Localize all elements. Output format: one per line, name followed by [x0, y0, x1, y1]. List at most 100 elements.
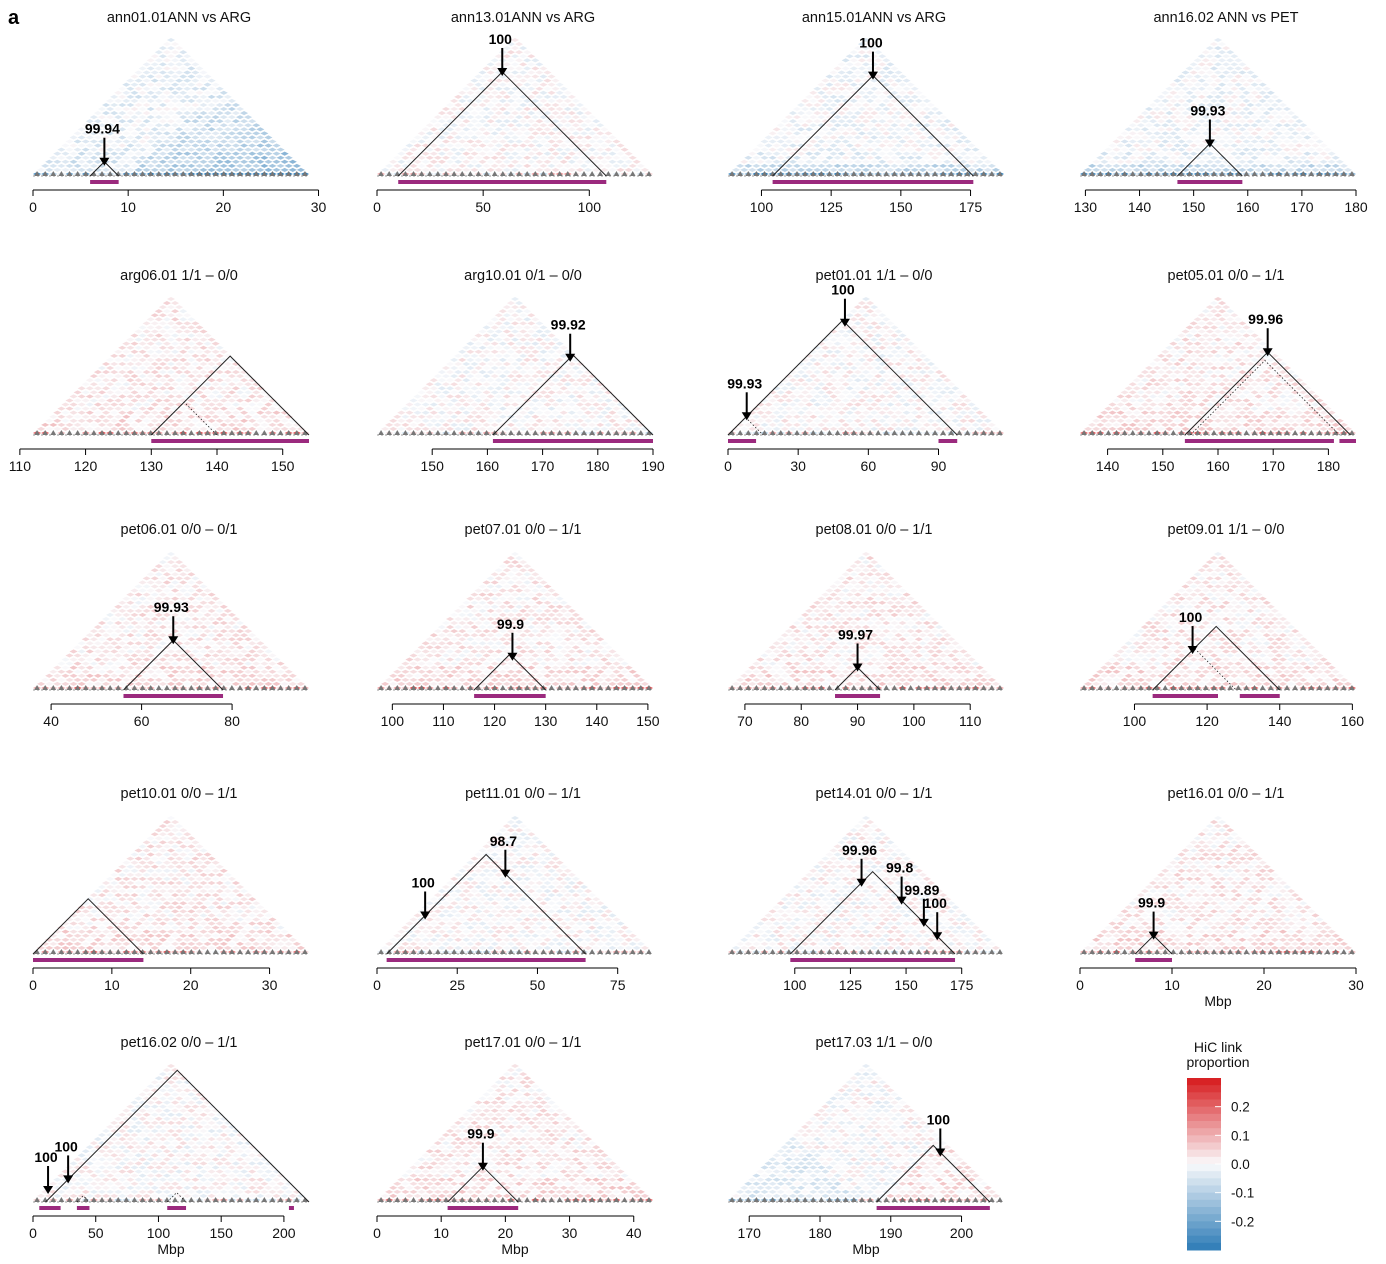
base-marker: [1227, 949, 1234, 954]
base-marker: [802, 171, 808, 176]
x-tick-label: 170: [1262, 458, 1286, 474]
x-tick-label: 0: [373, 199, 381, 215]
base-marker: [386, 685, 393, 690]
chart-panel: pet16.01 0/0 – 1/1 0 10 20 30 Mbp 99.9: [1076, 786, 1364, 1009]
base-marker: [850, 1197, 857, 1202]
base-marker: [82, 430, 89, 435]
base-marker: [50, 171, 57, 176]
base-marker: [556, 171, 563, 176]
base-marker: [629, 949, 636, 954]
x-tick-label: 160: [1341, 713, 1365, 729]
base-marker: [115, 430, 122, 435]
base-marker: [834, 1197, 841, 1202]
base-marker: [786, 171, 792, 176]
base-marker: [875, 949, 882, 954]
base-marker: [229, 1197, 235, 1202]
base-marker: [777, 171, 784, 176]
base-marker: [573, 1197, 579, 1202]
base-marker: [164, 685, 170, 690]
x-tick-label: 60: [134, 713, 150, 729]
region-triangle: [45, 1069, 310, 1203]
base-marker: [629, 1197, 636, 1202]
base-marker: [761, 430, 768, 435]
annotation-arrowhead: [1187, 646, 1198, 655]
base-marker: [99, 430, 105, 435]
base-marker: [302, 949, 308, 954]
panel-title: pet11.01 0/0 – 1/1: [465, 786, 581, 802]
base-marker: [245, 430, 251, 435]
region-bar: [398, 180, 607, 184]
base-marker: [794, 171, 800, 176]
base-marker: [269, 171, 276, 176]
base-marker: [1292, 171, 1298, 176]
base-marker: [597, 1197, 604, 1202]
base-marker: [435, 1197, 441, 1202]
annotation-arrowhead: [918, 918, 929, 927]
base-marker: [794, 430, 800, 435]
base-marker: [597, 685, 604, 690]
base-marker: [1138, 171, 1144, 176]
annotation-arrowhead: [565, 353, 576, 362]
base-marker: [915, 685, 922, 690]
base-marker: [123, 949, 130, 954]
base-marker: [66, 949, 73, 954]
base-marker: [302, 685, 308, 690]
base-marker: [394, 430, 401, 435]
base-marker: [1105, 949, 1112, 954]
base-marker: [483, 685, 490, 690]
base-marker: [1170, 685, 1177, 690]
base-marker: [107, 171, 113, 176]
base-marker: [516, 685, 522, 690]
base-marker: [1267, 430, 1274, 435]
x-tick-label: 0: [1076, 977, 1084, 993]
x-tick-label: 60: [861, 458, 877, 474]
base-marker: [859, 430, 865, 435]
base-marker: [378, 1197, 384, 1202]
base-marker: [293, 949, 300, 954]
base-marker: [82, 1197, 89, 1202]
annotation-label: 100: [927, 1111, 951, 1127]
base-marker: [1081, 171, 1087, 176]
annotation-arrowhead: [497, 67, 508, 76]
x-tick-label: 180: [808, 1225, 832, 1241]
base-marker: [42, 685, 49, 690]
base-marker: [1146, 171, 1152, 176]
base-marker: [1316, 949, 1323, 954]
base-marker: [164, 171, 170, 176]
base-marker: [867, 685, 873, 690]
region-bar: [474, 694, 546, 698]
base-marker: [964, 430, 971, 435]
annotation-arrowhead: [507, 652, 518, 661]
base-marker: [1308, 685, 1315, 690]
base-marker: [1121, 685, 1128, 690]
base-marker: [988, 430, 995, 435]
panel-title: ann13.01ANN vs ARG: [451, 10, 595, 26]
annotation-label: 99.93: [727, 375, 762, 391]
base-marker: [1154, 430, 1160, 435]
base-marker: [1219, 430, 1225, 435]
base-marker: [426, 171, 433, 176]
base-marker: [1324, 430, 1331, 435]
base-marker: [532, 949, 539, 954]
annotation-label: 99.94: [85, 121, 120, 137]
colorbar-step: [1187, 1078, 1221, 1086]
panel-title: pet17.03 1/1 – 0/0: [816, 1035, 933, 1051]
x-tick-label: 110: [432, 713, 455, 729]
base-marker: [245, 949, 251, 954]
base-marker: [293, 1197, 300, 1202]
base-marker: [826, 685, 833, 690]
base-marker: [810, 430, 817, 435]
base-marker: [899, 171, 906, 176]
chart-panel: pet17.01 0/0 – 1/1 0 10 20 30 40 Mbp 99.9: [373, 1035, 653, 1257]
base-marker: [491, 949, 498, 954]
base-marker: [475, 685, 482, 690]
base-marker: [91, 1197, 97, 1202]
region-bar: [938, 439, 958, 443]
base-marker: [285, 171, 292, 176]
base-marker: [139, 1197, 146, 1202]
base-marker: [1349, 949, 1355, 954]
base-marker: [107, 685, 113, 690]
base-marker: [1146, 685, 1152, 690]
base-marker: [237, 1197, 243, 1202]
annotation-arrowhead: [420, 911, 431, 920]
